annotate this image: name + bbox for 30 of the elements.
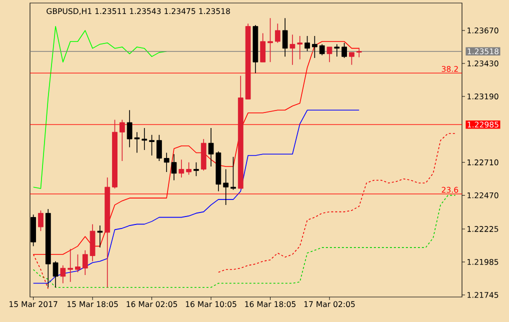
candlestick	[326, 46, 332, 62]
candlestick	[75, 254, 80, 273]
candlestick	[178, 159, 184, 178]
candlestick	[223, 168, 229, 206]
candlestick	[97, 225, 103, 248]
candlestick	[156, 134, 162, 162]
candlestick	[82, 250, 88, 276]
candlestick	[297, 36, 303, 60]
candlestick	[230, 156, 236, 190]
candlestick	[348, 52, 354, 66]
candlestick	[356, 48, 362, 58]
candlestick	[268, 18, 273, 62]
candlestick	[274, 23, 280, 44]
candlestick	[186, 162, 192, 176]
candlestick	[119, 119, 125, 162]
candlestick	[194, 162, 199, 176]
line-series	[32, 26, 167, 189]
candlestick	[312, 36, 318, 58]
candlestick	[334, 44, 340, 57]
candlestick	[260, 32, 266, 62]
candlestick	[38, 210, 44, 232]
candlestick	[68, 248, 74, 282]
candlestick	[290, 34, 296, 66]
candlestick	[282, 18, 288, 57]
candlestick	[342, 42, 347, 58]
candlestick	[52, 260, 58, 288]
candlestick	[60, 265, 66, 284]
candlestick	[304, 36, 310, 52]
candlestick	[149, 134, 154, 156]
candlestick	[319, 44, 325, 56]
